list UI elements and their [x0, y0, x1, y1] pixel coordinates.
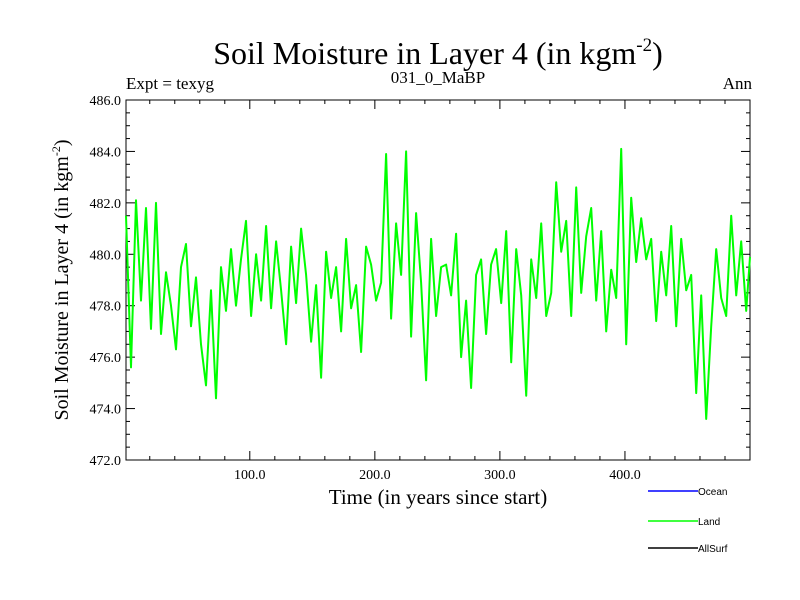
chart-title: Soil Moisture in Layer 4 (in kgm-2) [213, 35, 663, 71]
y-tick-label: 476.0 [90, 351, 122, 366]
x-tick-label: 300.0 [484, 468, 516, 483]
y-tick-label: 482.0 [90, 197, 122, 212]
x-tick-label: 200.0 [359, 468, 391, 483]
y-axis-label-end: ) [51, 139, 73, 146]
y-axis-label: Soil Moisture in Layer 4 (in kgm-2) [49, 139, 73, 420]
chart-title-end: ) [652, 35, 663, 71]
series-line-land [125, 147, 751, 420]
y-tick-label: 474.0 [90, 403, 122, 418]
y-axis-label-main: Soil Moisture in Layer 4 (in kgm [51, 156, 73, 421]
y-axis: 472.0 474.0 476.0 478.0 480.0 482.0 484.0 486.0 [90, 94, 750, 469]
x-axis-label: Time (in years since start) [329, 485, 548, 509]
chart-title-superscript: -2 [636, 35, 652, 56]
x-tick-label: 400.0 [609, 468, 641, 483]
season-label: Ann [723, 74, 753, 93]
x-axis: 100.0 200.0 300.0 400.0 [149, 100, 726, 483]
legend: Ocean Land AllSurf [648, 487, 728, 555]
period-label: 031_0_MaBP [391, 68, 485, 87]
experiment-label: Expt = texyg [126, 74, 214, 93]
y-tick-label: 486.0 [90, 94, 122, 109]
legend-label-ocean: Ocean [698, 487, 727, 498]
chart-title-main: Soil Moisture in Layer 4 (in kgm [213, 35, 636, 71]
y-axis-label-superscript: -2 [49, 146, 63, 156]
x-tick-label: 100.0 [234, 468, 266, 483]
legend-label-allsurf: AllSurf [698, 544, 728, 555]
y-tick-label: 472.0 [90, 454, 122, 469]
y-tick-label: 478.0 [90, 300, 122, 315]
y-tick-label: 480.0 [90, 248, 122, 263]
legend-label-land: Land [698, 517, 720, 528]
y-tick-label: 484.0 [90, 145, 122, 160]
series-layer [125, 147, 751, 420]
